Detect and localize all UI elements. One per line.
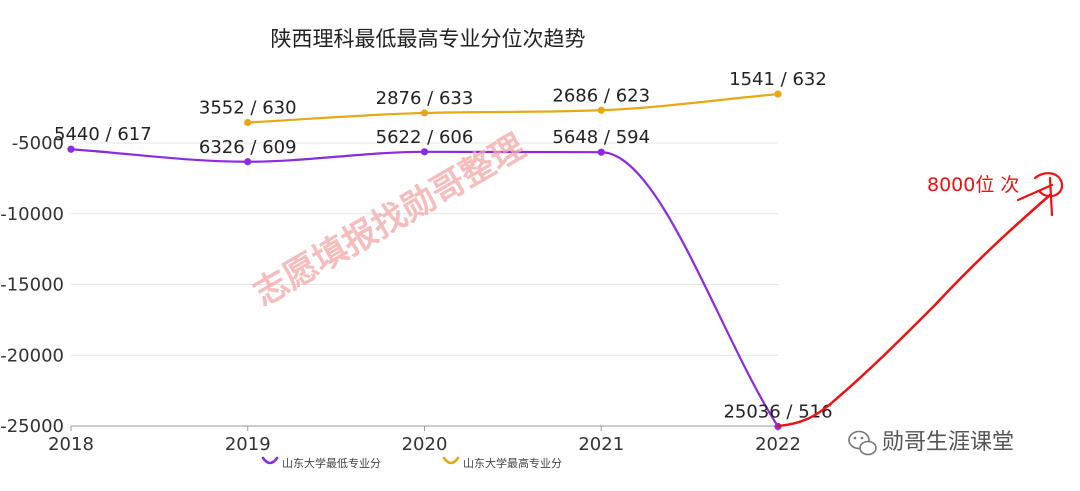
data-label: 5648 / 594 bbox=[552, 127, 650, 148]
legend-swatch bbox=[261, 456, 279, 465]
series-lines bbox=[67, 90, 782, 431]
handwritten-annotation: 8000位 次 bbox=[776, 172, 1064, 428]
legend-item-2[interactable]: 山东大学最高专业分 bbox=[442, 456, 562, 470]
series-line-2 bbox=[247, 92, 779, 124]
annotation-scribble bbox=[1016, 172, 1064, 217]
brand-watermark: 勋哥生涯课堂 bbox=[848, 430, 1014, 456]
data-label: 2876 / 633 bbox=[376, 88, 474, 109]
x-tick-label: 2020 bbox=[402, 434, 448, 455]
data-label: 1541 / 632 bbox=[729, 69, 827, 90]
data-point[interactable] bbox=[244, 158, 252, 166]
data-label: 5440 / 617 bbox=[54, 124, 152, 145]
x-tick-label: 2019 bbox=[225, 434, 271, 455]
data-point[interactable] bbox=[597, 148, 605, 156]
legend-item-1[interactable]: 山东大学最低专业分 bbox=[261, 456, 381, 470]
legend-swatch bbox=[442, 456, 460, 465]
data-point[interactable] bbox=[67, 145, 75, 153]
annotation-text: 8000位 次 bbox=[927, 174, 1019, 196]
data-label: 25036 / 516 bbox=[723, 402, 832, 423]
x-tick-label: 2018 bbox=[48, 434, 94, 455]
data-labels: 5440 / 617 6326 / 609 5622 / 606 5648 / 594… bbox=[54, 69, 833, 422]
x-axis: 2018 2019 2020 2021 2022 bbox=[48, 426, 801, 455]
y-axis-ticks: -5000 -10000 -15000 -20000 -25000 bbox=[0, 133, 64, 437]
x-tick-label: 2022 bbox=[755, 434, 801, 455]
series-line-1 bbox=[70, 148, 779, 428]
data-point[interactable] bbox=[244, 118, 252, 127]
legend[interactable]: 山东大学最低专业分 山东大学最高专业分 bbox=[261, 456, 562, 470]
data-point[interactable] bbox=[420, 109, 429, 117]
y-tick-label: -15000 bbox=[0, 275, 64, 296]
y-tick-label: -5000 bbox=[12, 133, 64, 154]
data-point[interactable] bbox=[420, 148, 429, 156]
legend-label: 山东大学最低专业分 bbox=[282, 456, 381, 470]
y-tick-label: -20000 bbox=[0, 345, 64, 366]
legend-label: 山东大学最高专业分 bbox=[463, 456, 562, 470]
chart-title: 陕西理科最低最高专业分位次趋势 bbox=[271, 27, 586, 51]
data-label: 6326 / 609 bbox=[199, 137, 297, 158]
data-point[interactable] bbox=[774, 90, 782, 98]
data-label: 3552 / 630 bbox=[199, 98, 297, 119]
brand-name: 勋哥生涯课堂 bbox=[882, 430, 1014, 455]
data-point[interactable] bbox=[597, 106, 605, 114]
y-tick-label: -10000 bbox=[0, 204, 64, 225]
y-tick-label: -25000 bbox=[0, 416, 64, 437]
data-label: 5622 / 606 bbox=[376, 127, 474, 148]
annotation-curve bbox=[776, 193, 1052, 428]
wechat-icon bbox=[848, 430, 877, 456]
x-tick-label: 2021 bbox=[578, 434, 624, 455]
data-label: 2686 / 623 bbox=[552, 85, 650, 106]
